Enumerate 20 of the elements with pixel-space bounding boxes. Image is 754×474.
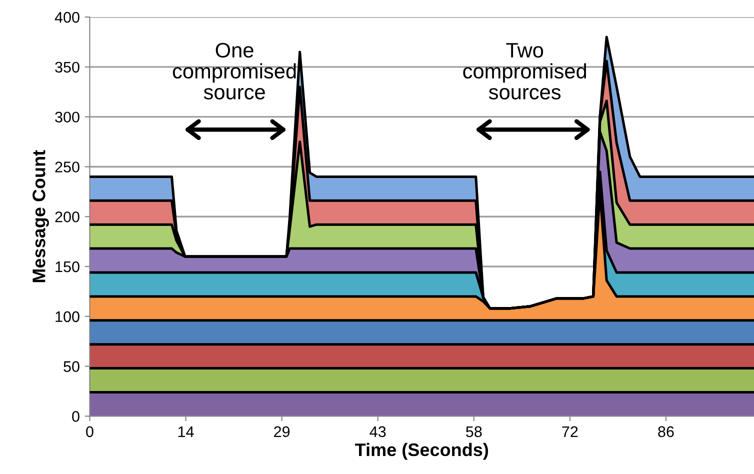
y-axis-title: Message Count	[32, 150, 49, 282]
x-axis-title: Time (Seconds)	[355, 442, 488, 460]
x-tick-label: 72	[562, 426, 578, 437]
annotation: Two compromised sources	[463, 43, 586, 100]
x-tick-label: 43	[370, 426, 386, 438]
x-tick-label: 14	[178, 426, 194, 437]
y-tick-label: 100	[56, 311, 80, 322]
y-tick-label: 200	[55, 211, 80, 222]
x-tick-label: 58	[466, 426, 482, 438]
y-tick-label: 0	[72, 411, 80, 422]
x-tick-label: 86	[658, 426, 674, 438]
y-tick-label: 50	[64, 361, 80, 372]
x-tick-label: 29	[274, 426, 290, 438]
y-tick-label: 400	[54, 12, 80, 23]
x-tick-label: 0	[86, 426, 94, 438]
y-tick-label: 300	[55, 112, 80, 123]
y-tick-label: 250	[55, 162, 80, 172]
y-tick-label: 350	[55, 62, 80, 73]
y-tick-label: 150	[56, 261, 80, 272]
annotation: One compromised source	[172, 42, 296, 100]
